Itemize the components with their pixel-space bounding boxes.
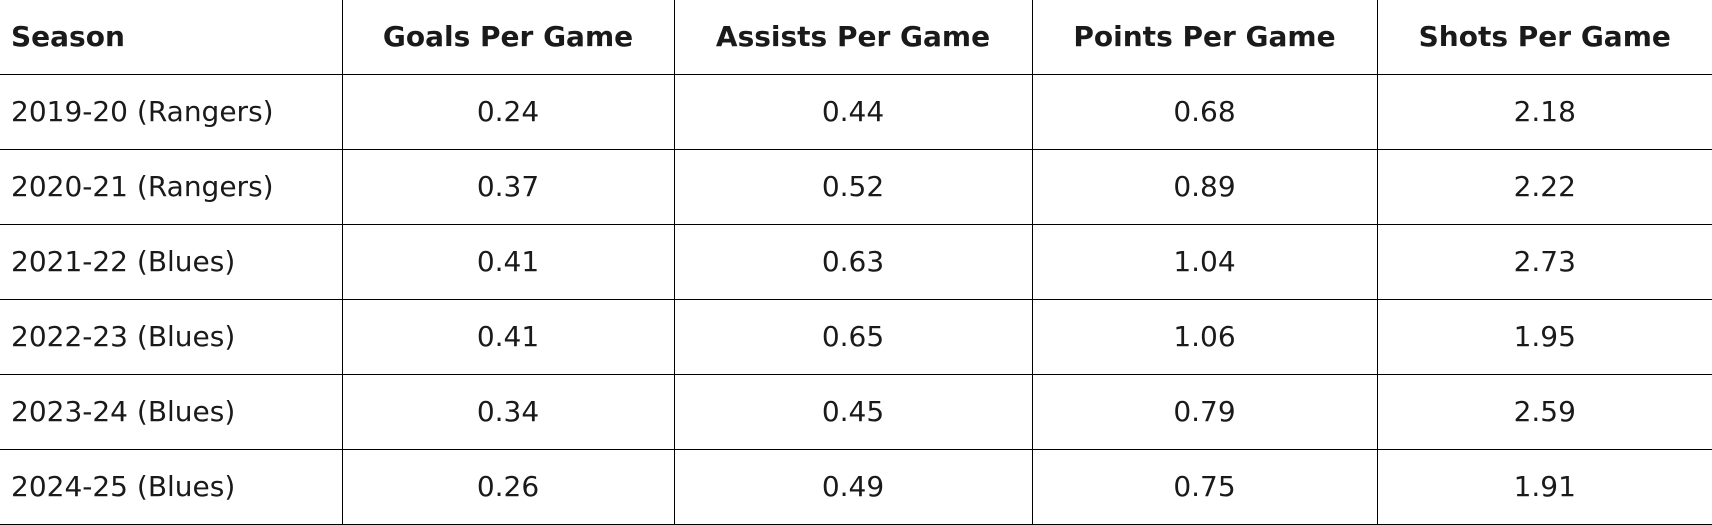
cell-goals-per-game: 0.41 [341, 224, 675, 300]
cell-points-per-game: 1.06 [1031, 299, 1378, 375]
cell-shots-per-game: 1.91 [1376, 449, 1712, 525]
cell-points-per-game: 0.89 [1031, 149, 1378, 225]
header-season: Season [0, 0, 343, 75]
cell-assists-per-game: 0.44 [673, 74, 1033, 150]
table-row: 2023-24 (Blues) 0.34 0.45 0.79 2.59 [0, 374, 1712, 450]
cell-goals-per-game: 0.24 [341, 74, 675, 150]
cell-goals-per-game: 0.34 [341, 374, 675, 450]
header-goals-per-game: Goals Per Game [341, 0, 675, 75]
table-row: 2021-22 (Blues) 0.41 0.63 1.04 2.73 [0, 224, 1712, 300]
cell-season: 2020-21 (Rangers) [0, 149, 343, 225]
cell-assists-per-game: 0.49 [673, 449, 1033, 525]
cell-assists-per-game: 0.52 [673, 149, 1033, 225]
header-points-per-game: Points Per Game [1031, 0, 1378, 75]
table-row: 2022-23 (Blues) 0.41 0.65 1.06 1.95 [0, 299, 1712, 375]
table-row: 2024-25 (Blues) 0.26 0.49 0.75 1.91 [0, 449, 1712, 525]
cell-goals-per-game: 0.37 [341, 149, 675, 225]
cell-goals-per-game: 0.26 [341, 449, 675, 525]
table-row: 2020-21 (Rangers) 0.37 0.52 0.89 2.22 [0, 149, 1712, 225]
cell-shots-per-game: 2.59 [1376, 374, 1712, 450]
cell-season: 2024-25 (Blues) [0, 449, 343, 525]
table-header-row: Season Goals Per Game Assists Per Game P… [0, 0, 1712, 75]
table-row: 2019-20 (Rangers) 0.24 0.44 0.68 2.18 [0, 74, 1712, 150]
cell-points-per-game: 1.04 [1031, 224, 1378, 300]
cell-shots-per-game: 2.18 [1376, 74, 1712, 150]
header-assists-per-game: Assists Per Game [673, 0, 1033, 75]
cell-assists-per-game: 0.45 [673, 374, 1033, 450]
cell-season: 2021-22 (Blues) [0, 224, 343, 300]
cell-assists-per-game: 0.65 [673, 299, 1033, 375]
header-shots-per-game: Shots Per Game [1376, 0, 1712, 75]
cell-season: 2023-24 (Blues) [0, 374, 343, 450]
cell-shots-per-game: 1.95 [1376, 299, 1712, 375]
cell-season: 2022-23 (Blues) [0, 299, 343, 375]
cell-points-per-game: 0.75 [1031, 449, 1378, 525]
cell-shots-per-game: 2.73 [1376, 224, 1712, 300]
cell-shots-per-game: 2.22 [1376, 149, 1712, 225]
cell-points-per-game: 0.79 [1031, 374, 1378, 450]
cell-assists-per-game: 0.63 [673, 224, 1033, 300]
cell-goals-per-game: 0.41 [341, 299, 675, 375]
cell-points-per-game: 0.68 [1031, 74, 1378, 150]
cell-season: 2019-20 (Rangers) [0, 74, 343, 150]
